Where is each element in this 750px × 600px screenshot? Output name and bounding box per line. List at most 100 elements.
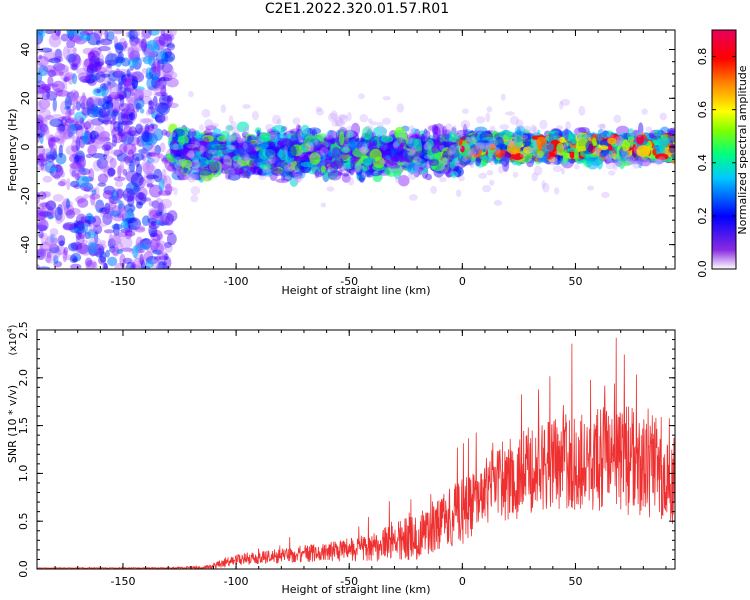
spectrogram-cell — [59, 128, 72, 140]
spectrogram-cell — [101, 144, 112, 151]
spectrogram-cell — [126, 129, 132, 139]
spectrogram-cell — [109, 149, 123, 156]
spectrogram-cell — [54, 130, 67, 145]
spectrogram-cell — [72, 73, 78, 85]
spectrogram-cell — [63, 246, 69, 256]
spectrogram-cell — [168, 30, 177, 37]
spectrogram-cell — [85, 260, 94, 269]
spectrogram-cell — [597, 123, 606, 129]
spectrogram-cell — [475, 157, 482, 166]
spectrogram-cell — [52, 102, 57, 113]
spectrogram-cell — [138, 257, 145, 265]
spectrogram-cell — [63, 204, 75, 216]
spectrogram-cell — [116, 249, 123, 255]
spectrogram-cell — [120, 131, 135, 145]
spectrogram-cell — [251, 110, 259, 121]
spectrogram-cell — [165, 215, 170, 225]
spectrogram-cell — [160, 198, 173, 209]
spectrogram-cell — [554, 150, 560, 155]
spectrogram-cell — [160, 84, 167, 97]
spectrogram-cell — [188, 128, 197, 137]
spectrogram-cell — [307, 154, 316, 159]
spectrogram-cell — [478, 172, 488, 179]
spectrogram-cell — [173, 187, 178, 196]
spectrogram-cell — [645, 126, 653, 132]
spectrogram-cell — [37, 165, 51, 172]
spectrogram-cell — [108, 91, 121, 100]
spectrogram-cell — [614, 135, 624, 142]
spectrogram-cell — [87, 97, 95, 110]
spectrogram-cell — [136, 201, 143, 209]
spectrogram-cell — [656, 136, 671, 146]
spectrogram-cell — [52, 173, 63, 179]
spectrogram-cell — [158, 76, 167, 90]
spectrogram-cell — [188, 90, 194, 98]
spectrogram-cell — [451, 124, 457, 135]
spectrogram-cell — [74, 121, 79, 126]
spectrogram-cell — [125, 181, 140, 195]
spectrogram-cell — [94, 61, 104, 66]
spectrogram-cell — [146, 152, 159, 158]
spectrogram-cell — [160, 30, 166, 37]
spectrogram-cell — [109, 84, 121, 98]
spectrogram-cell — [211, 123, 219, 128]
spectrogram-marks — [37, 30, 675, 269]
spectrogram-cell — [94, 186, 100, 199]
spectrogram-cell — [139, 117, 154, 125]
spectrogram-cell — [251, 161, 258, 168]
spectrogram-cell — [168, 131, 173, 138]
spectrogram-cell — [37, 107, 46, 113]
spectrogram-cell — [107, 238, 116, 249]
spectrogram-cell — [97, 182, 107, 187]
spectrogram-cell — [87, 61, 102, 72]
spectrogram-cell — [158, 80, 164, 90]
spectrogram-cell — [58, 116, 64, 122]
spectrogram-cell — [638, 155, 645, 165]
spectrogram-cell — [129, 30, 136, 42]
spectrogram-cell — [37, 118, 44, 130]
spectrogram-cell — [520, 152, 526, 158]
spectrogram-cell — [407, 136, 413, 144]
spectrogram-cell — [49, 137, 61, 143]
spectrogram-cell — [148, 144, 157, 153]
spectrogram-cell — [71, 145, 79, 153]
spectrogram-cell — [81, 131, 89, 145]
spectrogram-cell — [37, 100, 43, 112]
spectrogram-cell — [120, 228, 133, 233]
spectrogram-cell — [172, 142, 179, 151]
spectrogram-cell — [51, 70, 64, 76]
spectrogram-cell — [146, 178, 153, 189]
spectrogram-cell — [76, 67, 89, 75]
spectrogram-cell — [327, 167, 334, 173]
spectrogram-cell — [38, 98, 51, 110]
spectrogram-cell — [347, 177, 355, 186]
spectrogram-cell — [141, 215, 151, 226]
spectrogram-cell — [164, 242, 173, 254]
y-tick-label: 0.0 — [17, 560, 30, 578]
spectrogram-cell — [54, 48, 62, 60]
spectrogram-cell — [430, 185, 437, 194]
spectrogram-cell — [574, 148, 579, 162]
spectrogram-cell — [161, 114, 169, 122]
spectrogram-cell — [93, 133, 106, 145]
spectrogram-cell — [143, 170, 155, 185]
spectrogram-cell — [122, 111, 136, 126]
spectrogram-cell — [314, 169, 320, 179]
colorbar-tick-label: 0.4 — [696, 154, 709, 172]
spectrogram-cell — [361, 172, 368, 179]
x-tick-label: -100 — [224, 575, 249, 588]
spectrogram-cell — [201, 175, 207, 180]
spectrogram-cell — [41, 123, 47, 137]
spectrogram-cell — [242, 104, 251, 109]
spectrogram-cell — [154, 219, 161, 225]
spectrogram-cell — [297, 130, 303, 141]
spectrogram-cell — [116, 93, 124, 99]
spectrogram-cell — [127, 59, 139, 68]
spectrogram-cell — [125, 170, 139, 183]
spectrogram-cell — [445, 123, 453, 132]
spectrogram-cell — [206, 141, 219, 149]
spectrogram-cell — [139, 253, 144, 266]
spectrogram-cell — [149, 228, 158, 238]
spectrogram-cell — [320, 202, 327, 208]
spectrogram-cell — [117, 90, 127, 100]
